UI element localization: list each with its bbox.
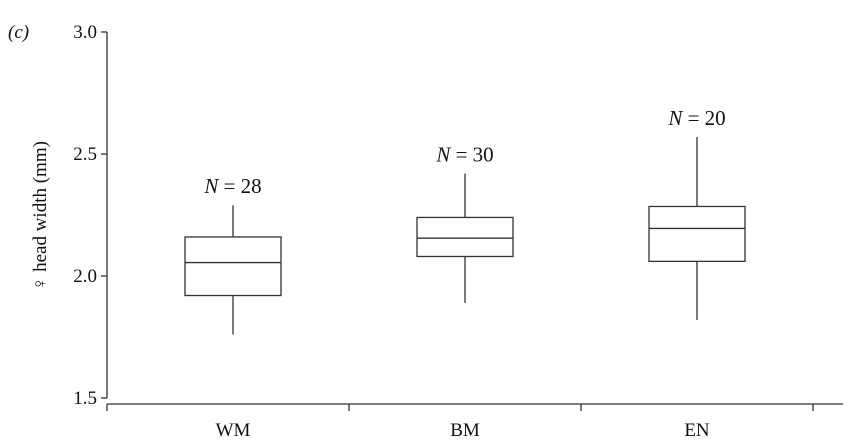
x-tick-label: EN xyxy=(684,420,710,441)
y-tick-label: 1.5 xyxy=(73,388,97,409)
n-label-value: = 20 xyxy=(682,106,725,130)
n-label-prefix: N xyxy=(203,174,219,198)
y-tick-label: 3.0 xyxy=(73,22,97,43)
box-en: N = 20 xyxy=(648,106,746,320)
n-label-value: = 28 xyxy=(218,174,261,198)
axes: 1.5 2.0 2.5 3.0 WM BM EN xyxy=(73,22,843,441)
iqr-box xyxy=(184,236,282,297)
panel-label: (c) xyxy=(8,22,29,43)
n-label: N = 30 xyxy=(435,143,493,167)
y-tick-label: 2.0 xyxy=(73,266,97,287)
y-tick-label: 2.5 xyxy=(73,144,97,165)
iqr-box xyxy=(648,205,746,263)
iqr-box xyxy=(416,216,514,258)
n-label-prefix: N xyxy=(667,106,683,130)
y-axis-label: ♀ head width (mm) xyxy=(30,141,51,291)
x-tick-label: BM xyxy=(450,420,480,441)
box-marks: N = 28N = 30N = 20 xyxy=(184,106,746,335)
n-label-prefix: N xyxy=(435,143,451,167)
n-label-value: = 30 xyxy=(450,143,493,167)
y-axis-label-group: ♀ head width (mm) xyxy=(30,141,51,291)
x-tick-label: WM xyxy=(216,420,251,441)
n-label: N = 28 xyxy=(203,174,261,198)
box-wm: N = 28 xyxy=(184,174,282,335)
n-label: N = 20 xyxy=(667,106,725,130)
box-bm: N = 30 xyxy=(416,143,514,303)
